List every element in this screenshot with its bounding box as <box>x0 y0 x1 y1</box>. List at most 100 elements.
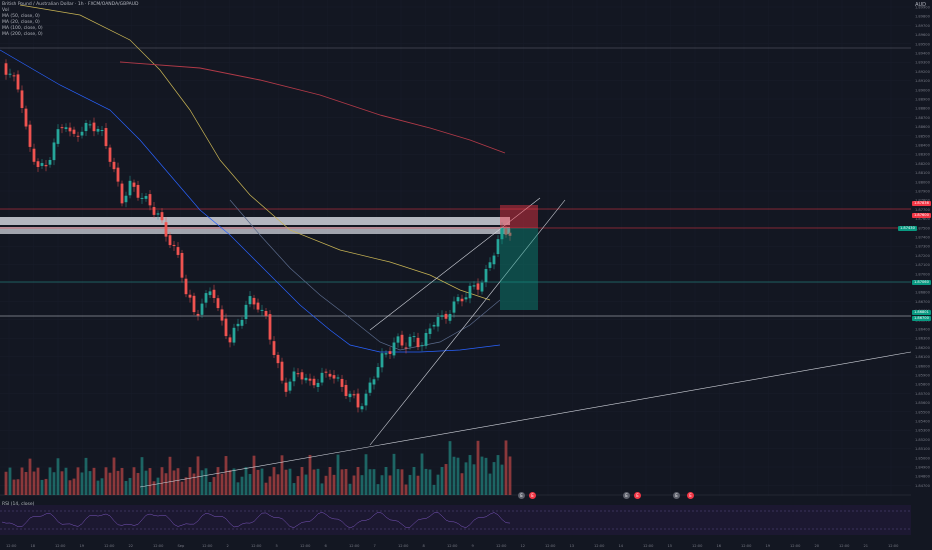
time-tick-label: 12:00 <box>496 544 507 548</box>
candle-body <box>420 345 424 347</box>
price-tick-label: 1.87300 <box>915 245 931 249</box>
candle-body <box>468 285 472 299</box>
currency-label: AUD <box>915 2 926 8</box>
rsi-title[interactable]: RSI (14, close) <box>2 502 35 507</box>
candle-body <box>260 309 264 311</box>
candle-body <box>308 378 312 381</box>
candle-body <box>20 90 24 108</box>
candle-body <box>184 278 188 295</box>
candle-body <box>440 315 444 317</box>
candle-body <box>60 127 64 129</box>
price-tick-label: 1.85800 <box>915 383 931 387</box>
volume-bar <box>84 457 88 495</box>
candle-body <box>392 342 396 356</box>
volume-bar <box>156 477 160 495</box>
candle-body <box>380 353 384 368</box>
candle-body <box>152 207 156 215</box>
event-icon[interactable]: E <box>518 492 525 499</box>
price-tick-label: 1.89600 <box>915 33 931 37</box>
price-tick-label: 1.89100 <box>915 79 931 83</box>
volume-bar <box>444 464 448 495</box>
candle-body <box>432 324 436 327</box>
indicator-ma-50[interactable]: MA (50, close, 0) <box>2 14 40 19</box>
volume-bar <box>296 476 300 495</box>
volume-bar <box>92 467 96 495</box>
candle-body <box>140 197 144 199</box>
candle-body <box>64 127 68 130</box>
price-tick-label: 1.86700 <box>915 300 931 304</box>
candle-body <box>116 167 120 182</box>
volume-bar <box>504 440 508 495</box>
volume-bar <box>4 471 8 495</box>
volume-bar <box>248 474 252 495</box>
candle-body <box>24 108 28 127</box>
volume-bar <box>300 467 304 495</box>
price-tick-label: 1.84900 <box>915 466 931 470</box>
candle-body <box>72 129 76 134</box>
candle-body <box>460 298 464 302</box>
indicator-ma-100[interactable]: MA (100, close, 0) <box>2 26 43 31</box>
symbol-title[interactable]: British Pound / Australian Dollar · 1h ·… <box>2 2 139 7</box>
candle-body <box>164 222 168 237</box>
volume-bar <box>396 469 400 495</box>
price-tag-level: 1.86801 <box>912 310 931 315</box>
volume-bar <box>144 470 148 495</box>
event-icon[interactable]: E <box>529 492 536 499</box>
candle-body <box>416 337 420 348</box>
volume-bar <box>492 462 496 495</box>
event-icon[interactable]: E <box>687 492 694 499</box>
volume-bar <box>332 474 336 495</box>
volume-bar <box>104 467 108 495</box>
volume-bar <box>76 467 80 495</box>
time-tick-label: 12:00 <box>55 544 66 548</box>
candle-body <box>196 313 200 316</box>
time-tick-label: 12:00 <box>594 544 605 548</box>
candle-body <box>240 319 244 326</box>
candle-body <box>248 296 252 305</box>
event-icon[interactable]: E <box>673 492 680 499</box>
indicator-ma-20[interactable]: MA (20, close, 0) <box>2 20 40 25</box>
volume-bar <box>184 477 188 495</box>
volume-bar <box>216 467 220 495</box>
candle-body <box>232 327 236 343</box>
candle-body <box>200 303 204 315</box>
volume-bar <box>256 469 260 495</box>
volume-bar <box>176 468 180 495</box>
volume-bar <box>204 468 208 495</box>
volume-bar <box>456 457 460 495</box>
candle-body <box>296 373 300 375</box>
volume-bar <box>240 476 244 495</box>
price-tick-label: 1.88800 <box>915 107 931 111</box>
time-tick-label: 5 <box>276 544 278 548</box>
volume-bar <box>24 471 28 495</box>
event-icon[interactable]: E <box>623 492 630 499</box>
price-tick-label: 1.85900 <box>915 374 931 378</box>
support-zone-lower <box>0 227 510 234</box>
candle-body <box>52 142 56 161</box>
price-tick-label: 1.87900 <box>915 190 931 194</box>
candle-body <box>388 351 392 354</box>
time-tick-label: 12:00 <box>888 544 899 548</box>
candle-body <box>444 313 448 319</box>
event-icon[interactable]: E <box>634 492 641 499</box>
volume-bar <box>424 468 428 495</box>
volume-bar <box>200 470 204 495</box>
indicator-vol[interactable]: Vol <box>2 8 9 13</box>
candle-body <box>264 310 268 317</box>
volume-bar <box>16 479 20 495</box>
candle-body <box>292 371 296 382</box>
volume-bar <box>288 468 292 495</box>
volume-bar <box>208 481 212 495</box>
candle-body <box>304 377 308 381</box>
volume-bar <box>392 453 396 495</box>
candle-body <box>244 304 248 320</box>
candle-body <box>224 318 228 337</box>
indicator-ma-200[interactable]: MA (200, close, 0) <box>2 32 43 37</box>
candle-body <box>496 239 500 255</box>
candle-body <box>324 371 328 373</box>
time-tick-label: 19 <box>766 544 771 548</box>
short-position-tool <box>500 205 538 310</box>
volume-bar <box>508 456 512 495</box>
volume-bar <box>440 467 444 495</box>
